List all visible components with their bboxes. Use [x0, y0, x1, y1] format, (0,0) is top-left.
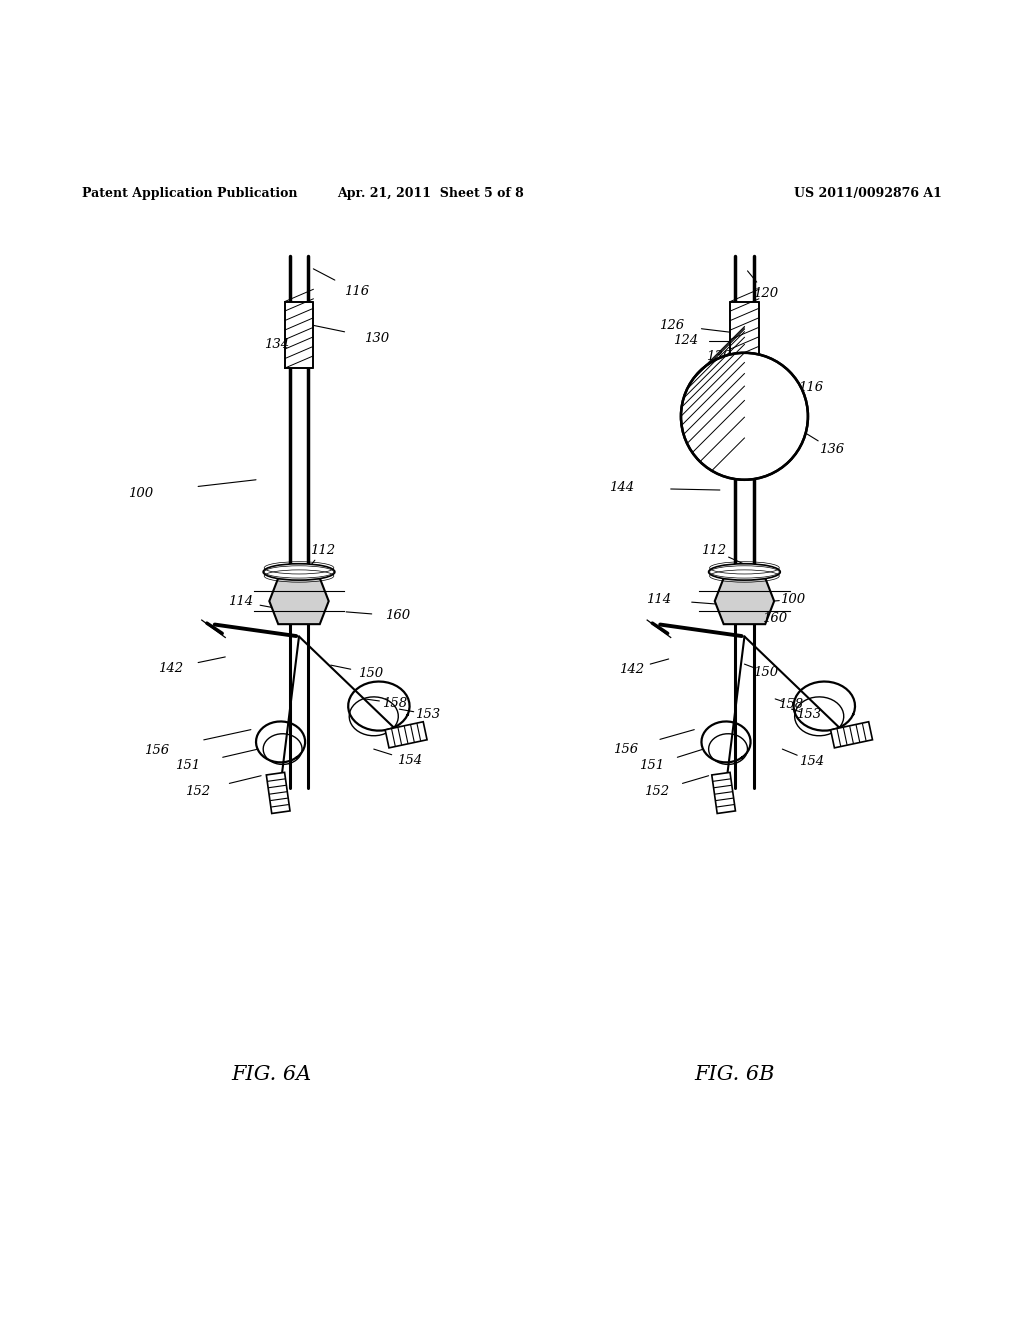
Bar	[285, 301, 313, 368]
Text: 160: 160	[762, 611, 786, 624]
Text: 156: 156	[613, 743, 638, 755]
Text: 100: 100	[780, 593, 805, 606]
Text: 151: 151	[639, 759, 664, 772]
Polygon shape	[385, 722, 427, 748]
Text: 152: 152	[644, 784, 669, 797]
Text: FIG. 6A: FIG. 6A	[231, 1065, 311, 1084]
Text: 156: 156	[144, 743, 169, 756]
Ellipse shape	[709, 564, 780, 579]
Bar	[730, 301, 759, 368]
Polygon shape	[830, 722, 872, 748]
Text: 114: 114	[228, 595, 253, 609]
Text: US 2011/0092876 A1: US 2011/0092876 A1	[795, 187, 942, 199]
Text: 134: 134	[264, 338, 289, 351]
Text: 116: 116	[799, 381, 823, 395]
Text: 116: 116	[344, 285, 369, 298]
Text: 100: 100	[128, 487, 153, 499]
Text: 154: 154	[800, 755, 824, 768]
Polygon shape	[266, 772, 290, 813]
Text: 124: 124	[674, 334, 698, 347]
Text: 112: 112	[310, 544, 335, 557]
Text: 152: 152	[185, 784, 210, 797]
Text: 130: 130	[365, 331, 389, 345]
Polygon shape	[269, 578, 329, 624]
Polygon shape	[712, 772, 735, 813]
Text: 144: 144	[609, 482, 634, 495]
Text: 142: 142	[620, 663, 644, 676]
Text: 112: 112	[701, 544, 726, 557]
Polygon shape	[715, 578, 774, 624]
Text: 154: 154	[397, 754, 422, 767]
Text: 130: 130	[707, 350, 731, 363]
Ellipse shape	[263, 564, 335, 579]
Text: 158: 158	[382, 697, 407, 710]
Text: 150: 150	[754, 665, 778, 678]
Text: 160: 160	[385, 610, 410, 623]
Text: Patent Application Publication: Patent Application Publication	[82, 187, 297, 199]
Circle shape	[681, 352, 808, 479]
Text: Apr. 21, 2011  Sheet 5 of 8: Apr. 21, 2011 Sheet 5 of 8	[337, 187, 523, 199]
Text: 153: 153	[797, 708, 821, 721]
Text: 120: 120	[754, 286, 778, 300]
Text: 150: 150	[358, 667, 383, 680]
Text: 158: 158	[778, 697, 803, 710]
Text: FIG. 6B: FIG. 6B	[694, 1065, 774, 1084]
Text: 126: 126	[659, 318, 684, 331]
Text: 114: 114	[646, 593, 671, 606]
Text: 153: 153	[416, 708, 440, 721]
Text: 142: 142	[159, 661, 183, 675]
Text: 136: 136	[819, 442, 844, 455]
Text: 151: 151	[175, 759, 200, 772]
